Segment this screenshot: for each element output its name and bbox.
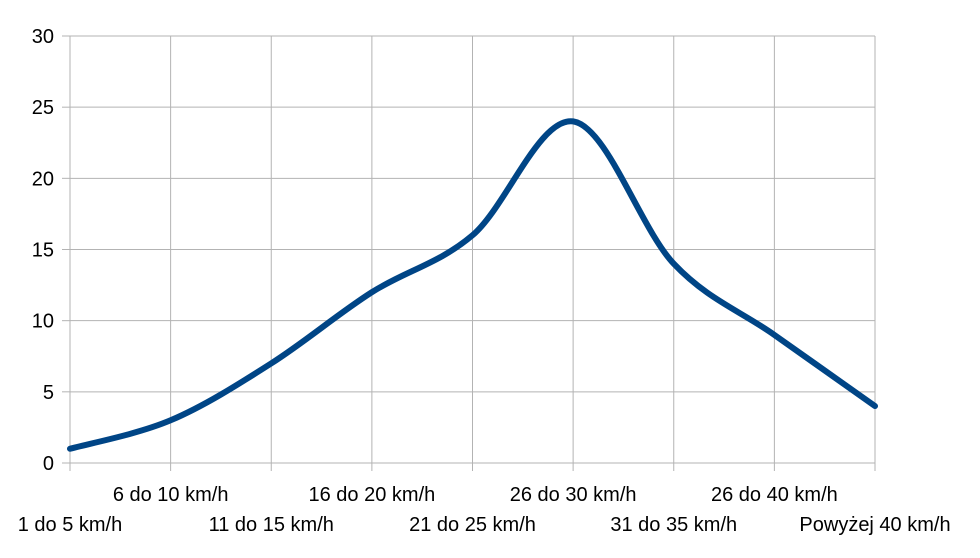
x-tick-label-3: 16 do 20 km/h xyxy=(309,484,436,506)
series-line-0 xyxy=(67,118,878,452)
data-point-0 xyxy=(67,446,73,452)
x-tick-label-8: Powyżej 40 km/h xyxy=(799,514,950,536)
data-point-2 xyxy=(268,360,274,366)
y-tick-label-25: 25 xyxy=(32,97,54,119)
label-layer: 0 5 10 15 20 25 30 1 do 5 km/h 6 do 10 km/h 11 do… xyxy=(18,26,951,536)
y-tick-label-5: 5 xyxy=(43,382,54,404)
data-point-3 xyxy=(369,289,375,295)
data-point-7 xyxy=(771,332,777,338)
y-tick-label-20: 20 xyxy=(32,168,54,190)
x-tick-label-2: 11 do 15 km/h xyxy=(209,514,334,536)
data-point-8 xyxy=(872,403,878,409)
series-layer xyxy=(67,118,878,452)
y-tick-label-15: 15 xyxy=(32,240,54,262)
y-tick-label-10: 10 xyxy=(32,311,54,333)
x-tick-label-6: 31 do 35 km/h xyxy=(610,514,737,536)
x-tick-label-7: 26 do 40 km/h xyxy=(711,484,838,506)
y-tick-label-0: 0 xyxy=(43,453,54,475)
data-point-1 xyxy=(168,417,174,423)
x-tick-label-0: 1 do 5 km/h xyxy=(18,514,123,536)
data-point-5 xyxy=(570,118,576,124)
axis-layer xyxy=(62,35,876,471)
x-tick-label-5: 26 do 30 km/h xyxy=(510,484,637,506)
y-tick-label-30: 30 xyxy=(32,26,54,48)
grid-layer xyxy=(70,35,876,463)
data-point-4 xyxy=(470,232,476,238)
x-tick-label-4: 21 do 25 km/h xyxy=(409,514,536,536)
x-tick-label-1: 6 do 10 km/h xyxy=(113,484,229,506)
data-point-6 xyxy=(671,261,677,267)
